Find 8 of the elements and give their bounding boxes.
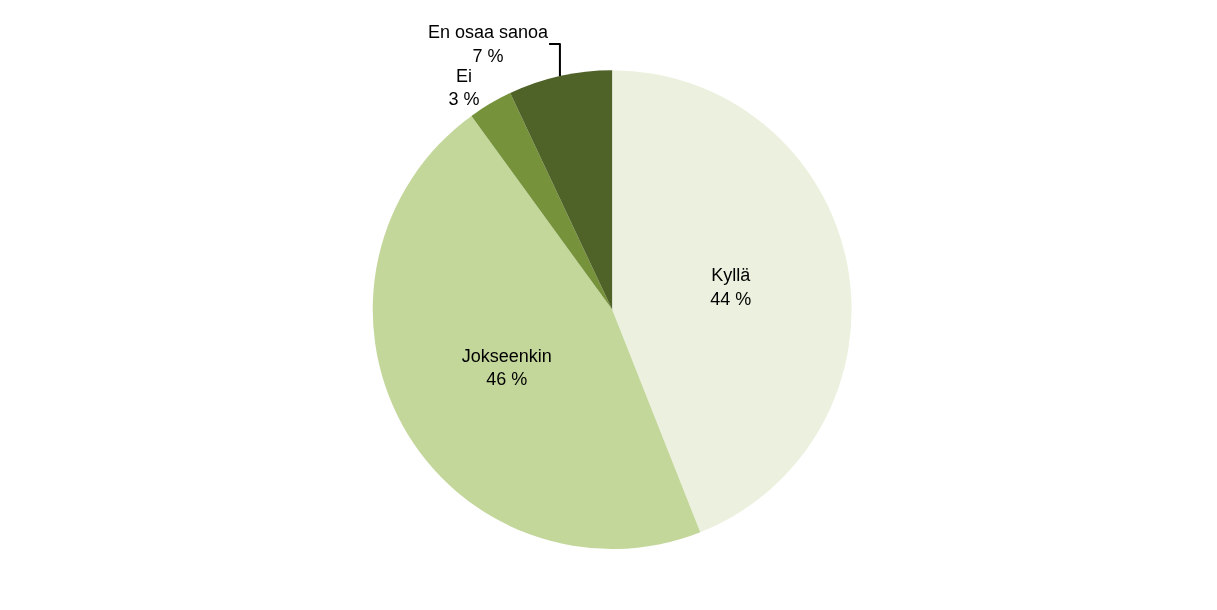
data-label: 44 % — [710, 288, 752, 309]
data-label: 3 % — [448, 89, 480, 110]
slice-label: En osaa sanoa — [427, 22, 550, 43]
slice-label: Ei — [455, 65, 472, 86]
slice-label: Jokseenkin — [461, 345, 552, 366]
slice-label: Kyllä — [711, 265, 752, 286]
data-label: 7 % — [472, 45, 504, 66]
data-label: 46 % — [486, 369, 528, 390]
